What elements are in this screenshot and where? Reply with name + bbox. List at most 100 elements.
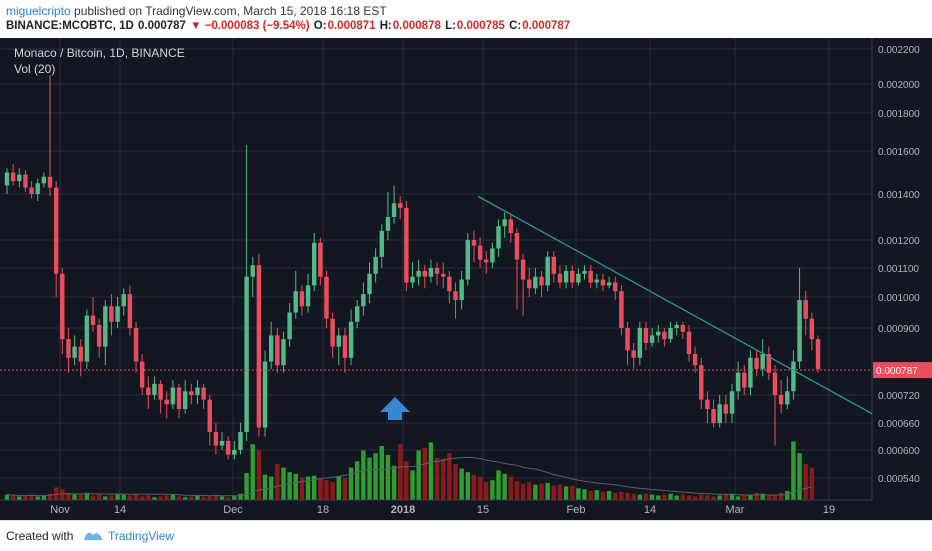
time-scale[interactable]: Nov 14 Dec 18 2018 15 Feb 14 Mar 19: [0, 499, 872, 516]
price-tick-label: 0.000900: [878, 324, 920, 335]
candle-body: [760, 354, 765, 369]
candle-body: [803, 300, 808, 319]
candle-body: [60, 273, 65, 340]
volume-bar: [305, 476, 311, 500]
price-tick-label: 0.001100: [878, 264, 919, 275]
candle-body: [410, 276, 415, 283]
volume-bar: [748, 494, 753, 500]
tradingview-link[interactable]: TradingView: [108, 529, 175, 543]
volume-bar: [256, 450, 262, 500]
volume-bar: [668, 493, 673, 500]
high-value: 0.000878: [392, 20, 441, 32]
volume-bar: [729, 493, 735, 500]
candle-body: [754, 357, 759, 369]
trendline[interactable]: [477, 195, 873, 415]
candle-body: [465, 240, 471, 280]
price-tick-label: 0.001800: [878, 109, 920, 120]
candle-body: [103, 306, 108, 347]
volume-bar: [723, 494, 729, 500]
candle-body: [373, 256, 378, 274]
grid-lines: [0, 38, 872, 500]
volume-bar: [115, 493, 120, 500]
volume-bar: [373, 453, 378, 500]
volume-bar: [354, 461, 360, 500]
candle-body: [520, 259, 526, 280]
candle-body: [213, 432, 219, 446]
chart-area[interactable]: 0.002200 0.002000 0.001800 0.001600 0.001400…: [0, 38, 932, 520]
candle-body: [404, 207, 409, 283]
candle-body: [293, 291, 298, 313]
volume-bar: [404, 461, 409, 500]
volume-bar: [158, 496, 163, 500]
candle-body: [127, 294, 133, 328]
volume-bar: [453, 464, 458, 500]
candle-body: [219, 441, 225, 446]
candle-body: [189, 391, 194, 395]
candle-body: [619, 291, 624, 328]
candle-body: [594, 279, 600, 283]
volume-ma-line: [6, 456, 812, 497]
symbol-label: BINANCE:MCOBTC, 1D: [6, 20, 134, 32]
volume-bar: [662, 494, 667, 500]
price-tick-label: 0.002000: [878, 80, 920, 91]
legend-volume: Vol (20): [14, 62, 55, 76]
volume-bar: [66, 492, 71, 500]
candle-body: [570, 270, 575, 283]
volume-bar: [613, 492, 618, 500]
candle-body: [281, 339, 286, 366]
price-scale-background: [872, 38, 932, 500]
publish-info: published on TradingView.com, March 15, …: [74, 4, 387, 18]
volume-bar: [551, 485, 557, 500]
candle-body: [662, 331, 667, 340]
candle-body: [514, 233, 520, 260]
candle-body: [262, 361, 268, 428]
candle-body: [250, 265, 255, 277]
low-value: 0.000785: [456, 20, 505, 32]
author-link[interactable]: miguelcripto: [6, 4, 71, 18]
candle-body: [699, 365, 704, 400]
candle-body: [484, 259, 489, 263]
candle-body: [268, 335, 274, 362]
volume-bar: [441, 458, 446, 500]
volume-bar: [625, 492, 630, 500]
candle-body: [398, 203, 403, 208]
volume-bar: [803, 464, 808, 500]
volume-bar: [23, 495, 28, 500]
candle-body: [207, 399, 212, 432]
candle-body: [563, 270, 569, 283]
candle-body: [717, 404, 722, 423]
price-scale[interactable]: 0.002200 0.002000 0.001800 0.001600 0.001400…: [871, 38, 932, 500]
volume-bar: [527, 482, 532, 500]
candle-body: [668, 328, 673, 340]
volume-bar: [367, 457, 372, 500]
candle-body: [90, 315, 96, 325]
candle-body: [348, 321, 354, 358]
candle-body: [772, 372, 778, 395]
volume-bar: [379, 446, 384, 500]
volume-bar: [649, 494, 655, 500]
candle-body: [723, 404, 729, 414]
candle-body: [674, 324, 679, 328]
volume-bar: [778, 492, 784, 500]
candle-body: [637, 328, 643, 358]
candle-body: [711, 409, 716, 423]
price-tick-label: 0.001600: [878, 147, 920, 158]
price-chart[interactable]: 0.002200 0.002000 0.001800 0.001600 0.001400…: [0, 38, 932, 520]
tradingview-logo-icon[interactable]: [82, 527, 104, 543]
volume-bar: [772, 494, 778, 500]
candle-body: [459, 279, 464, 301]
volume-bar: [152, 497, 157, 500]
time-tick-label: 19: [823, 504, 835, 516]
candle-body: [4, 172, 10, 186]
volume-bar: [637, 494, 643, 500]
candle-body: [815, 339, 821, 369]
open-label: O:: [313, 20, 327, 32]
candle-body: [391, 203, 397, 217]
candle-body: [766, 354, 772, 373]
candle-body: [72, 346, 77, 358]
candle-body: [23, 174, 28, 188]
price-tick-label: 0.000660: [878, 419, 920, 430]
candle-body: [502, 219, 507, 227]
volume-bar: [53, 487, 59, 500]
volume-bar: [631, 493, 636, 500]
